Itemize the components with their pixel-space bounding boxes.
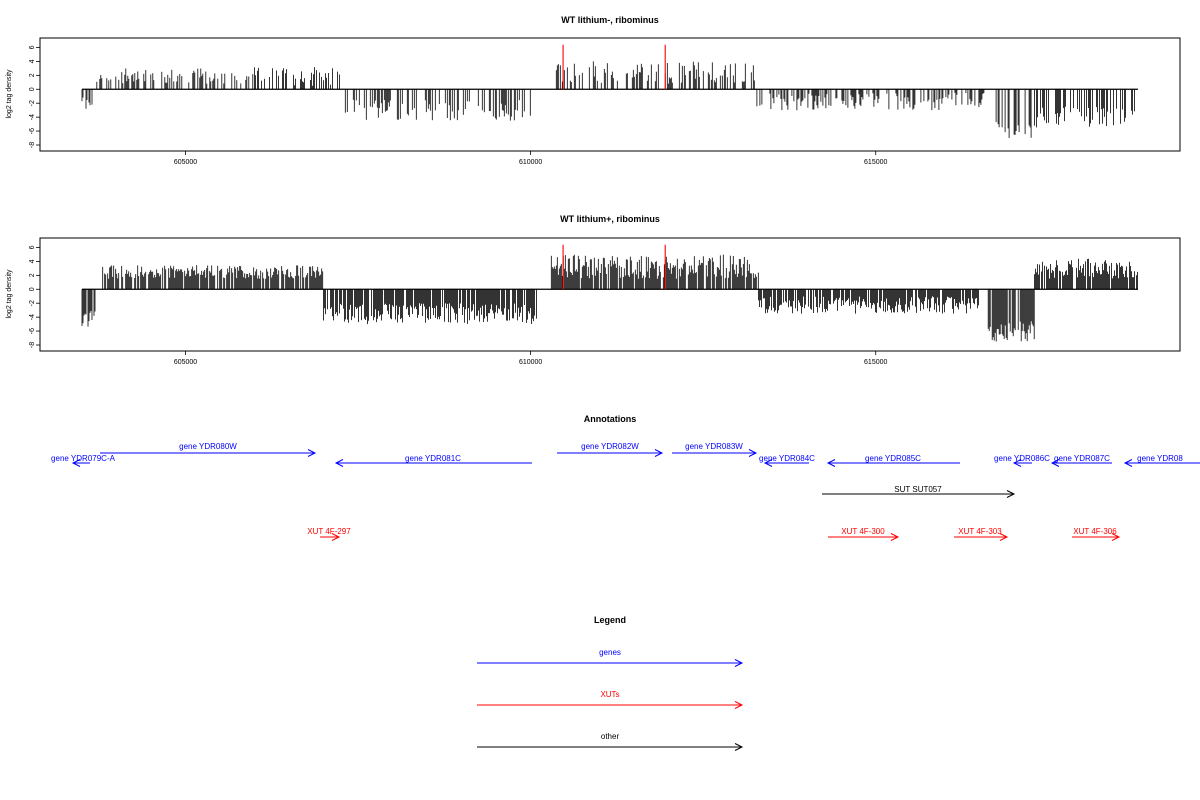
annotation-label: gene YDR080W [179, 442, 237, 451]
arrow-head [826, 459, 836, 467]
y-tick-label: -8 [29, 142, 36, 148]
x-tick-label: 605000 [174, 159, 197, 166]
y-tick-label: 6 [29, 245, 36, 249]
track-panel-lithium-minus: WT lithium-, ribominus log2 tag density … [6, 15, 1181, 166]
y-tick-label: 2 [29, 73, 36, 77]
annotation-label: XUT 4F-297 [307, 527, 351, 536]
axes: 6 4 2 0 -2 -4 -6 -8 605000 610000 615000 [29, 45, 888, 166]
annotation-label: gene YDR085C [865, 454, 921, 463]
legend-entry: other [477, 732, 744, 751]
legend-label: other [601, 732, 620, 741]
annotation-label: SUT SUT057 [894, 485, 942, 494]
annotation-label: gene YDR086C [994, 454, 1050, 463]
annotation-arrow: XUT 4F-297 [307, 527, 351, 541]
panel-title: WT lithium-, ribominus [561, 15, 659, 25]
annotation-label: XUT 4F-303 [958, 527, 1002, 536]
bar-track [81, 44, 1138, 138]
x-tick-label: 610000 [519, 359, 542, 366]
y-axis-label: log2 tag density [6, 269, 13, 319]
arrow-head [1050, 459, 1060, 467]
annotation-arrow: XUT 4F-300 [828, 527, 900, 541]
x-tick-label: 615000 [864, 359, 887, 366]
x-tick-label: 605000 [174, 359, 197, 366]
x-tick-label: 615000 [864, 159, 887, 166]
arrow-head [999, 533, 1009, 541]
annotation-arrow: gene YDR083W [672, 442, 758, 457]
y-tick-label: 4 [29, 59, 36, 63]
track-panel-lithium-plus: WT lithium+, ribominus log2 tag density … [6, 214, 1181, 366]
plot-frame [39, 37, 1181, 152]
y-axis-label: log2 tag density [6, 69, 13, 119]
annotation-label: gene YDR079C-A [51, 454, 116, 463]
axes: 6 4 2 0 -2 -4 -6 -8 605000 610000 615000 [29, 245, 888, 366]
arrow-head [334, 459, 344, 467]
annotation-label: XUT 4F-300 [841, 527, 885, 536]
annotation-arrow: gene YDR082W [557, 442, 664, 457]
y-tick-label: -2 [29, 100, 36, 106]
annotation-arrow: gene YDR086C [994, 454, 1050, 467]
y-tick-label: -4 [29, 114, 36, 120]
annotation-arrow: XUT 4F-303 [954, 527, 1009, 541]
arrow-head [1006, 490, 1016, 498]
legend-label: genes [599, 648, 621, 657]
annotation-arrow: gene YDR084C [759, 454, 815, 467]
legend-items: genes XUTs other [477, 648, 744, 751]
y-tick-label: -6 [29, 328, 36, 334]
arrow-head [763, 459, 773, 467]
annotations-title: Annotations [584, 414, 637, 424]
annotation-items: gene YDR079C-A gene YDR080W gene YDR081C ge… [51, 442, 1200, 541]
arrow-head [307, 449, 317, 457]
arrow-head [71, 459, 81, 467]
arrow-head [654, 449, 664, 457]
y-tick-label: -2 [29, 300, 36, 306]
arrow-head [1111, 533, 1121, 541]
panel-title: WT lithium+, ribominus [560, 214, 660, 224]
x-tick-label: 610000 [519, 159, 542, 166]
annotation-label: gene YDR084C [759, 454, 815, 463]
annotation-label: gene YDR082W [581, 442, 639, 451]
legend-title: Legend [594, 615, 626, 625]
y-tick-label: -4 [29, 314, 36, 320]
arrow-head [1123, 459, 1133, 467]
legend-entry: genes [477, 648, 744, 667]
y-tick-label: 2 [29, 273, 36, 277]
y-tick-label: -8 [29, 342, 36, 348]
annotation-arrow: gene YDR085C [826, 454, 960, 467]
arrow-head [1012, 459, 1022, 467]
arrow-head [734, 659, 744, 667]
arrow-head [890, 533, 900, 541]
arrow-head [748, 449, 758, 457]
y-tick-label: -6 [29, 128, 36, 134]
legend-entry: XUTs [477, 690, 744, 709]
annotation-label: gene YDR08 [1137, 454, 1183, 463]
arrow-head [734, 701, 744, 709]
annotation-arrow: SUT SUT057 [822, 485, 1016, 498]
y-tick-label: 0 [29, 87, 36, 91]
y-tick-label: 0 [29, 287, 36, 291]
annotation-arrow: XUT 4F-306 [1072, 527, 1121, 541]
arrow-head [331, 533, 341, 541]
annotation-arrow: gene YDR079C-A [51, 454, 116, 467]
annotation-label: gene YDR087C [1054, 454, 1110, 463]
legend-panel: Legend genes XUTs other [477, 615, 744, 751]
arrow-head [734, 743, 744, 751]
annotation-label: XUT 4F-306 [1073, 527, 1117, 536]
legend-label: XUTs [600, 690, 619, 699]
annotation-label: gene YDR083W [685, 442, 743, 451]
annotation-arrow: gene YDR080W [100, 442, 317, 457]
annotation-arrow: gene YDR087C [1050, 454, 1112, 467]
y-tick-label: 6 [29, 45, 36, 49]
plot-frame [39, 237, 1181, 352]
bar-track [81, 244, 1138, 342]
annotation-arrow: gene YDR08 [1123, 454, 1200, 467]
annotation-arrow: gene YDR081C [334, 454, 532, 467]
annotation-label: gene YDR081C [405, 454, 461, 463]
y-tick-label: 4 [29, 259, 36, 263]
